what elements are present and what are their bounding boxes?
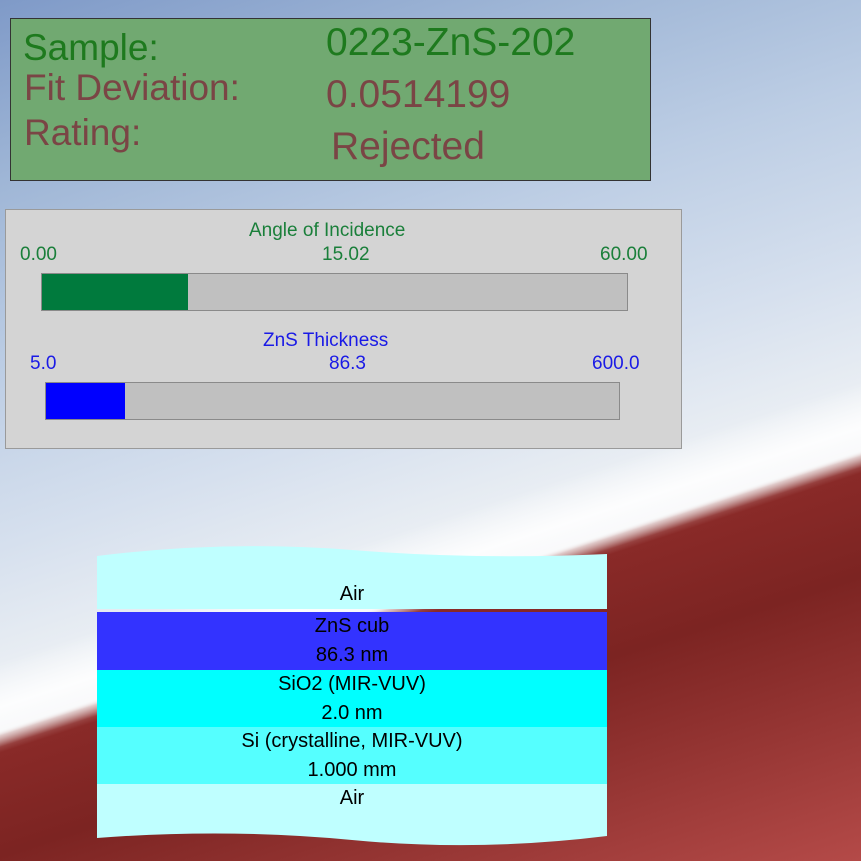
- layer-si[interactable]: Si (crystalline, MIR-VUV) 1.000 mm: [97, 727, 607, 784]
- layer-air-top[interactable]: Air: [97, 580, 607, 609]
- thickness-value-label: 86.3: [329, 353, 366, 374]
- layer-air-bottom-name: Air: [339, 787, 365, 809]
- angle-max-label: 60.00: [600, 244, 648, 265]
- rating-value: Rejected: [331, 125, 485, 168]
- thickness-slider-fill[interactable]: [46, 383, 125, 419]
- layer-sio2[interactable]: SiO2 (MIR-VUV) 2.0 nm: [97, 670, 607, 727]
- angle-slider-fill[interactable]: [42, 274, 189, 310]
- angle-slider[interactable]: [41, 273, 628, 311]
- sample-label: Sample:: [23, 27, 159, 68]
- layer-si-name: Si (crystalline, MIR-VUV): [241, 730, 463, 752]
- layer-sio2-thickness: 2.0 nm: [321, 702, 383, 724]
- angle-min-label: 0.00: [20, 244, 57, 265]
- layer-air-top-name: Air: [339, 583, 365, 605]
- thickness-min-label: 5.0: [30, 353, 57, 374]
- layer-zns[interactable]: ZnS cub 86.3 nm: [97, 612, 607, 670]
- sample-value: 0223-ZnS-202: [326, 21, 576, 64]
- thickness-max-label: 600.0: [592, 353, 640, 374]
- rating-label: Rating:: [24, 112, 142, 153]
- parameters-panel: Angle of Incidence 0.00 15.02 60.00 ZnS …: [5, 209, 682, 449]
- fit-deviation-label: Fit Deviation:: [24, 67, 240, 108]
- top-air-shape: [97, 546, 607, 609]
- layer-air-bottom[interactable]: Air: [97, 784, 607, 813]
- bottom-air-shape: [97, 784, 607, 846]
- angle-slider-title: Angle of Incidence: [249, 220, 406, 241]
- fit-deviation-value: 0.0514199: [326, 73, 511, 116]
- layer-stack: Air ZnS cub 86.3 nm SiO2 (MIR-VUV) 2.0 n…: [97, 546, 607, 846]
- layer-stack-background: [97, 546, 607, 846]
- thickness-slider-title: ZnS Thickness: [263, 330, 389, 351]
- layer-si-thickness: 1.000 mm: [307, 759, 397, 781]
- layer-zns-name: ZnS cub: [314, 615, 390, 637]
- angle-value-label: 15.02: [322, 244, 370, 265]
- thickness-slider[interactable]: [45, 382, 620, 420]
- layer-zns-thickness: 86.3 nm: [315, 644, 389, 666]
- layer-sio2-name: SiO2 (MIR-VUV): [278, 673, 426, 695]
- fit-result-panel: Sample: 0223-ZnS-202 Fit Deviation: 0.05…: [10, 18, 651, 181]
